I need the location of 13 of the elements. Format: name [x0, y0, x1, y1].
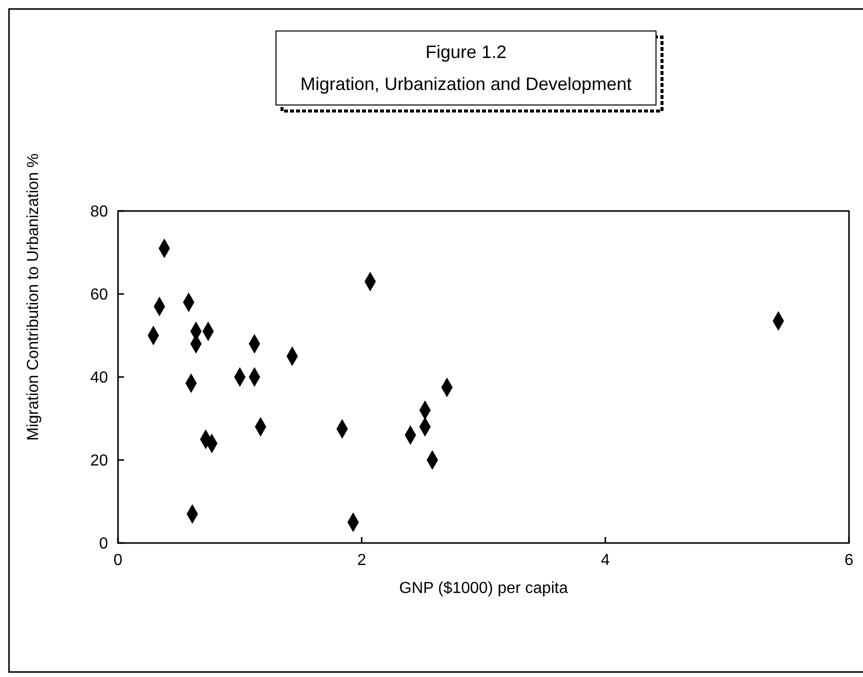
y-tick-label: 0 — [99, 536, 108, 553]
y-tick-label: 80 — [90, 204, 108, 221]
x-tick-label: 4 — [600, 552, 610, 569]
x-axis-title: GNP ($1000) per capita — [399, 580, 568, 597]
x-tick-label: 6 — [844, 552, 854, 569]
y-tick-label: 20 — [90, 452, 108, 470]
chart-title: Figure 1.2 — [425, 42, 507, 62]
y-tick-label: 60 — [90, 286, 108, 304]
y-axis-title: Migration Contribution to Urbanization % — [25, 153, 42, 441]
y-tick-label: 40 — [90, 370, 108, 387]
x-tick-label: 0 — [114, 552, 123, 569]
chart-subtitle: Migration, Urbanization and Development — [300, 74, 632, 94]
x-tick-label: 2 — [357, 552, 366, 569]
